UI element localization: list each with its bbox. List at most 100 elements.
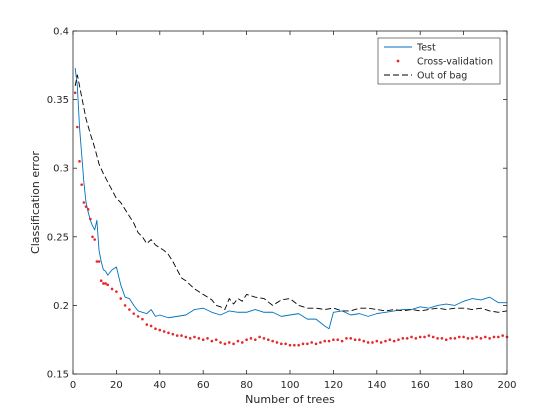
cv-point	[310, 341, 314, 344]
plot-area	[73, 31, 509, 374]
legend-label: Cross-validation	[417, 57, 493, 68]
cv-point	[232, 342, 235, 346]
cv-point	[488, 337, 491, 340]
cv-point	[267, 338, 270, 342]
legend-label: Test	[416, 43, 436, 54]
cv-point	[128, 308, 131, 311]
plot-background	[73, 31, 507, 374]
series-cross-validation	[73, 91, 509, 347]
cv-point	[444, 338, 448, 342]
cv-point	[323, 339, 327, 343]
cv-point	[497, 335, 500, 339]
x-axis-label: Number of trees	[245, 393, 335, 406]
cv-point	[479, 337, 483, 340]
cv-point	[80, 183, 83, 186]
cv-point	[436, 337, 439, 340]
oob-line	[74, 74, 508, 313]
cv-point	[249, 337, 253, 340]
cv-point	[423, 335, 426, 339]
cv-point	[95, 260, 99, 263]
cv-point	[336, 338, 340, 342]
legend-item: Out of bag	[384, 71, 467, 82]
x-tick-label: 40	[153, 380, 166, 391]
cv-point	[319, 341, 322, 344]
cv-point	[457, 335, 461, 339]
x-tick-label: 80	[240, 380, 253, 391]
cv-point	[462, 335, 465, 339]
cv-point	[89, 217, 92, 221]
cv-point	[470, 337, 474, 340]
x-tick-label: 100	[280, 380, 299, 391]
cv-point	[162, 330, 166, 333]
cv-point	[431, 335, 435, 339]
cv-point	[245, 338, 248, 342]
series-test	[74, 67, 507, 330]
cv-point	[306, 342, 309, 346]
series-out-of-bag	[74, 74, 508, 313]
cv-point	[104, 282, 107, 285]
x-tick-label: 160	[411, 380, 430, 391]
y-tick-label: 0.35	[47, 95, 69, 106]
cv-point	[175, 334, 179, 337]
cv-point	[82, 201, 86, 204]
cv-point	[371, 341, 374, 344]
cv-point	[384, 339, 387, 343]
cv-point	[449, 337, 452, 340]
cv-point	[141, 317, 144, 321]
cv-point	[405, 337, 409, 340]
cv-point	[314, 342, 318, 346]
cv-point	[76, 125, 79, 129]
cv-point	[475, 335, 478, 339]
cv-point	[223, 342, 227, 346]
cv-point	[366, 341, 370, 344]
cv-point	[453, 337, 457, 340]
cv-point	[427, 334, 431, 337]
cv-point	[91, 235, 94, 239]
cv-point	[86, 208, 90, 211]
cv-point	[358, 338, 361, 342]
cv-point	[501, 334, 504, 337]
cv-point	[253, 338, 257, 342]
cv-point	[484, 335, 487, 339]
cv-point	[210, 339, 214, 343]
x-tick-label: 20	[110, 380, 123, 391]
cv-point	[275, 341, 279, 344]
cv-point	[158, 328, 162, 332]
cv-point	[73, 91, 77, 95]
x-tick-label: 0	[70, 380, 76, 391]
cv-point	[388, 338, 392, 342]
cv-point	[262, 337, 266, 340]
y-tick-label: 0.3	[53, 164, 69, 175]
y-tick-label: 0.15	[47, 370, 69, 381]
cv-point	[280, 342, 283, 346]
cv-point	[145, 323, 149, 326]
cv-point	[301, 342, 305, 346]
cv-point	[375, 339, 379, 343]
cv-point	[136, 315, 140, 318]
cv-point	[284, 342, 287, 346]
y-tick-label: 0.25	[47, 232, 69, 243]
cv-point	[401, 337, 405, 340]
cv-point	[466, 337, 470, 340]
cv-point	[99, 279, 103, 283]
cv-point	[440, 337, 444, 340]
cv-point	[379, 341, 383, 344]
x-tick-label: 200	[497, 380, 516, 391]
legend-label: Out of bag	[417, 71, 467, 82]
cv-point	[418, 335, 422, 339]
cv-point	[288, 343, 292, 347]
y-tick-label: 0.2	[53, 301, 69, 312]
cv-point	[119, 297, 123, 300]
cv-point	[397, 338, 400, 342]
cv-point	[340, 339, 344, 343]
cv-point	[110, 287, 114, 291]
cv-point	[327, 339, 331, 343]
cv-point	[258, 335, 261, 339]
cv-point	[149, 324, 153, 328]
cv-point	[123, 304, 127, 307]
cv-point	[410, 335, 413, 339]
cv-point	[78, 160, 81, 163]
cv-point	[197, 337, 201, 340]
cv-point	[93, 238, 96, 241]
